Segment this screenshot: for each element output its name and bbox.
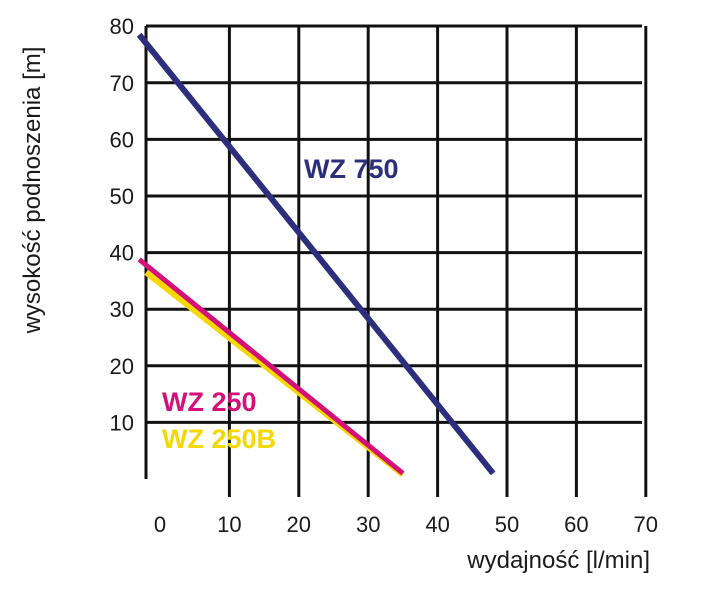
series-lines bbox=[136, 32, 496, 477]
y-tick-label: 80 bbox=[110, 14, 134, 39]
series-line-wz-250 bbox=[137, 257, 405, 476]
x-tick-label: 50 bbox=[495, 512, 519, 537]
series-labels: WZ 750 WZ 250 WZ 250B bbox=[162, 154, 399, 454]
y-tick-label: 40 bbox=[110, 241, 134, 266]
x-tick-label: 10 bbox=[217, 512, 241, 537]
y-tick-label: 10 bbox=[110, 410, 134, 435]
y-tick-label: 30 bbox=[110, 297, 134, 322]
series-line-wz-750 bbox=[136, 32, 496, 476]
y-tick-label: 50 bbox=[110, 184, 134, 209]
x-tick-label: 0 bbox=[154, 512, 166, 537]
y-tick-label: 60 bbox=[110, 127, 134, 152]
x-tick-label: 60 bbox=[564, 512, 588, 537]
x-tick-label: 20 bbox=[287, 512, 311, 537]
y-tick-labels: 10 20 30 40 50 60 70 80 bbox=[110, 14, 134, 435]
x-tick-label: 40 bbox=[425, 512, 449, 537]
y-tick-label: 20 bbox=[110, 354, 134, 379]
x-tick-label: 30 bbox=[356, 512, 380, 537]
series-label-wz-750: WZ 750 bbox=[304, 154, 399, 184]
series-label-wz-250: WZ 250 bbox=[162, 387, 257, 417]
x-tick-labels: 0 10 20 30 40 50 60 70 bbox=[154, 512, 658, 537]
chart-grid bbox=[144, 24, 648, 497]
y-tick-label: 70 bbox=[110, 71, 134, 96]
series-label-wz-250b: WZ 250B bbox=[162, 424, 276, 454]
x-tick-label: 70 bbox=[634, 512, 658, 537]
y-axis-title: wysokość podnoszenia [m] bbox=[19, 47, 46, 335]
x-axis-title: wydajność [l/min] bbox=[466, 547, 650, 574]
